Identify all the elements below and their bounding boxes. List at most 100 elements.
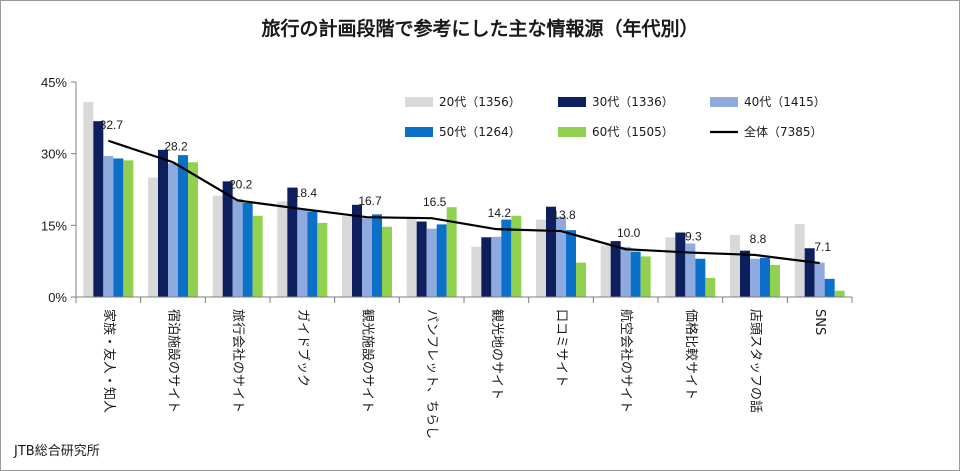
bar <box>630 251 641 297</box>
chart-title: 旅行の計画段階で参考にした主な情報源（年代別） <box>261 18 699 40</box>
legend-swatch <box>405 97 433 107</box>
legend-label: 60代（1505） <box>592 125 674 139</box>
bar <box>297 208 308 297</box>
legend-label: 40代（1415） <box>744 95 826 109</box>
category-label: 宿泊施設のサイト <box>166 309 182 413</box>
legend-label: 50代（1264） <box>439 125 521 139</box>
bar <box>491 236 502 297</box>
bar <box>287 187 298 297</box>
bar <box>814 262 825 297</box>
legend-swatch <box>405 127 433 137</box>
bar <box>83 102 94 297</box>
bar <box>222 181 233 297</box>
bar <box>600 245 611 297</box>
data-label: 16.5 <box>423 195 447 209</box>
category-label: 観光地のサイト <box>489 309 504 400</box>
bar <box>536 219 546 297</box>
bar <box>705 277 716 297</box>
bar <box>556 216 566 297</box>
data-label: 20.2 <box>229 177 253 191</box>
y-tick-label: 15% <box>41 218 67 233</box>
category-label: 店頭スタッフの話 <box>748 309 764 413</box>
source-note: JTB総合研究所 <box>14 444 100 459</box>
data-label: 7.1 <box>814 240 831 254</box>
bar <box>212 195 223 297</box>
bar <box>307 211 318 297</box>
bar <box>426 228 437 297</box>
category-label: SNS <box>812 309 827 335</box>
bar <box>610 241 621 297</box>
bar <box>730 234 740 297</box>
category-label: 旅行会社のサイト <box>230 309 246 413</box>
data-label: 8.8 <box>750 232 767 246</box>
category-label: ガイドブック <box>295 309 311 387</box>
legend-swatch <box>710 97 738 107</box>
bar <box>446 207 457 297</box>
bar <box>695 258 706 297</box>
bar <box>471 246 482 297</box>
bar <box>566 230 576 297</box>
data-label: 13.8 <box>552 208 576 222</box>
bar <box>546 206 556 297</box>
bar <box>317 222 328 297</box>
bar <box>188 162 198 297</box>
legend-label: 20代（1356） <box>439 95 521 109</box>
bar <box>382 226 392 297</box>
category-label: 価格比較サイト <box>683 309 699 400</box>
legend-swatch <box>558 127 586 137</box>
category-label: 観光施設のサイト <box>360 309 376 413</box>
y-tick-label: 0% <box>48 290 67 305</box>
data-label: 32.7 <box>100 118 124 132</box>
overall-line <box>107 139 820 265</box>
bar <box>232 199 243 297</box>
bar <box>824 278 835 297</box>
legend-swatch <box>558 97 586 107</box>
bar <box>406 218 417 297</box>
data-label: 16.7 <box>358 194 382 208</box>
bar <box>148 177 158 297</box>
bar <box>640 256 651 297</box>
category-label: 航空会社のサイト <box>618 309 634 413</box>
data-label: 28.2 <box>164 139 188 153</box>
bar <box>103 156 114 297</box>
category-label: 口コミサイト <box>554 309 569 387</box>
bar <box>168 163 178 297</box>
bar <box>242 202 253 297</box>
bar <box>362 218 372 297</box>
bar <box>158 149 168 297</box>
bar <box>252 215 263 297</box>
bar <box>620 246 631 297</box>
y-tick-label: 30% <box>41 147 67 162</box>
data-label: 18.4 <box>294 186 318 200</box>
data-label: 14.2 <box>488 206 512 220</box>
bar <box>675 232 686 297</box>
bar <box>576 262 586 297</box>
bar <box>93 121 104 297</box>
bar <box>352 204 362 297</box>
bar <box>760 257 770 297</box>
bar <box>501 219 512 297</box>
category-label: 家族・友人・知人 <box>101 309 117 413</box>
bar <box>416 221 427 297</box>
bar <box>834 290 845 297</box>
data-label: 9.3 <box>685 230 702 244</box>
bar <box>481 237 492 297</box>
bar <box>511 215 522 297</box>
bar <box>750 258 760 297</box>
y-tick-label: 45% <box>41 75 67 90</box>
bar <box>770 264 780 297</box>
data-label: 10.0 <box>617 226 641 240</box>
bar <box>740 250 750 297</box>
bar <box>123 160 134 297</box>
bar <box>342 216 352 297</box>
bar <box>277 201 288 297</box>
bar <box>436 224 447 297</box>
bar <box>685 243 696 297</box>
category-label: パンフレット、ちらし <box>424 309 439 439</box>
legend-label: 30代（1336） <box>592 95 674 109</box>
bar <box>372 214 382 297</box>
bar <box>804 248 815 297</box>
bar <box>665 237 676 297</box>
legend-label: 全体（7385） <box>744 124 823 139</box>
